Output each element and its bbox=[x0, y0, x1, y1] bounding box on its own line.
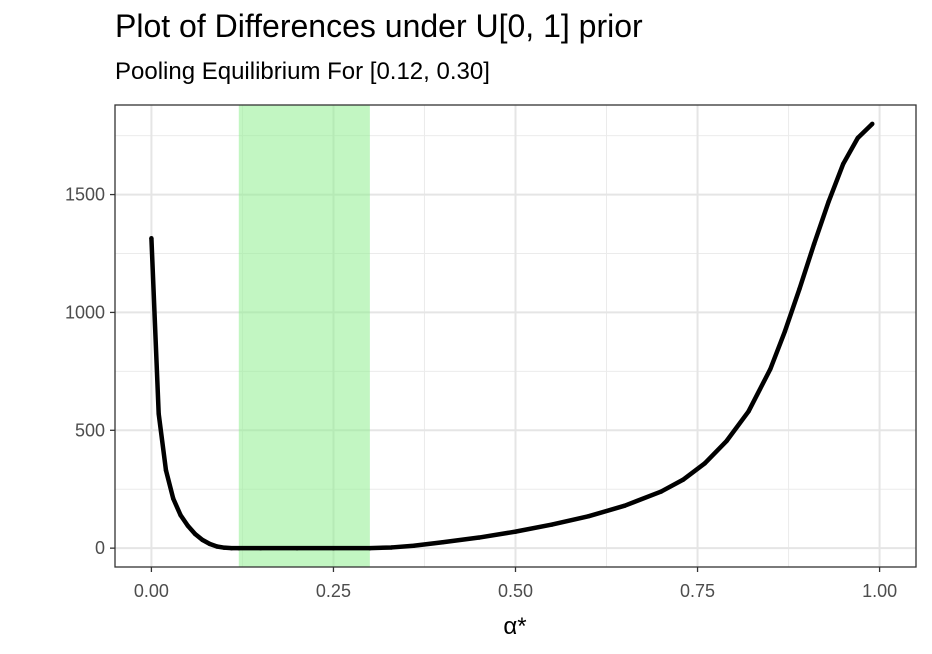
y-axis: 0 500 1000 1500 bbox=[65, 185, 115, 558]
x-tick-label: 0.25 bbox=[316, 581, 351, 601]
chart-title: Plot of Differences under U[0, 1] prior bbox=[115, 8, 643, 44]
data-point bbox=[513, 529, 518, 534]
data-point bbox=[440, 540, 445, 545]
data-point bbox=[768, 366, 773, 372]
data-point bbox=[782, 329, 788, 334]
data-point bbox=[236, 545, 241, 551]
data-point bbox=[229, 545, 234, 551]
data-point bbox=[797, 286, 802, 292]
data-point bbox=[185, 523, 191, 528]
data-point bbox=[855, 135, 860, 141]
data-point bbox=[156, 411, 161, 416]
data-point bbox=[549, 522, 555, 527]
data-point bbox=[622, 503, 627, 508]
data-point bbox=[222, 545, 227, 550]
data-point bbox=[192, 531, 198, 537]
data-point bbox=[702, 461, 708, 466]
data-point bbox=[367, 545, 373, 551]
data-point bbox=[680, 477, 686, 482]
y-tick-label: 0 bbox=[95, 538, 105, 558]
data-point bbox=[658, 489, 664, 494]
data-point bbox=[214, 544, 220, 549]
shaded-region-layer bbox=[238, 105, 370, 567]
data-point bbox=[149, 235, 154, 241]
data-point bbox=[171, 496, 176, 501]
y-tick-label: 1000 bbox=[65, 302, 105, 322]
y-tick-label: 500 bbox=[75, 420, 105, 440]
data-point bbox=[811, 241, 817, 247]
x-tick-label: 1.00 bbox=[862, 581, 897, 601]
data-point bbox=[258, 545, 263, 551]
x-axis-title: α* bbox=[503, 613, 526, 640]
data-point bbox=[207, 541, 212, 547]
data-point bbox=[331, 545, 336, 551]
data-point bbox=[724, 438, 729, 444]
chart-subtitle: Pooling Equilibrium For [0.12, 0.30] bbox=[115, 58, 490, 85]
data-point bbox=[826, 199, 831, 204]
pooling-region bbox=[238, 105, 370, 567]
data-point bbox=[200, 537, 205, 543]
data-point bbox=[476, 535, 482, 540]
data-point bbox=[870, 121, 875, 127]
data-point bbox=[178, 512, 183, 518]
series-layer bbox=[149, 121, 875, 551]
x-tick-label: 0.50 bbox=[498, 581, 533, 601]
y-tick-label: 1500 bbox=[65, 185, 105, 205]
x-tick-label: 0.00 bbox=[134, 581, 169, 601]
data-point bbox=[746, 409, 751, 414]
data-point bbox=[411, 543, 416, 548]
data-point bbox=[389, 545, 394, 550]
data-point bbox=[840, 161, 846, 167]
data-point bbox=[586, 514, 591, 519]
data-point bbox=[294, 545, 300, 551]
data-point bbox=[163, 468, 169, 473]
x-tick-label: 0.75 bbox=[680, 581, 715, 601]
x-axis: 0.00 0.25 0.50 0.75 1.00 bbox=[134, 567, 897, 601]
